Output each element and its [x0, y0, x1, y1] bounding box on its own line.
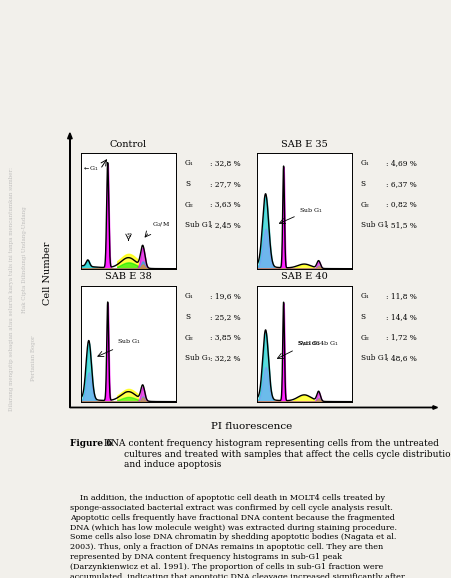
Text: : 19,6 %: : 19,6 %	[210, 292, 240, 300]
Text: S: S	[185, 180, 190, 188]
Text: PI fluorescence: PI fluorescence	[211, 422, 292, 431]
Text: : 32,2 %: : 32,2 %	[210, 354, 240, 362]
Text: : 48,6 %: : 48,6 %	[386, 354, 416, 362]
Text: SAB E 35: SAB E 35	[281, 139, 328, 149]
Text: : 4,69 %: : 4,69 %	[386, 159, 416, 167]
Text: G₁: G₁	[185, 159, 193, 167]
Text: G₂: G₂	[361, 201, 370, 209]
Text: : 27,7 %: : 27,7 %	[210, 180, 240, 188]
Text: Sub G1: Sub G1	[185, 221, 212, 229]
Text: SAB E 40: SAB E 40	[281, 272, 328, 281]
Text: Sub G1: Sub G1	[361, 354, 388, 362]
Text: Sub G₁: Sub G₁	[185, 354, 211, 362]
Text: Hak Cipta Dilindungi Undang-Undang: Hak Cipta Dilindungi Undang-Undang	[22, 207, 28, 313]
Text: : 11,8 %: : 11,8 %	[386, 292, 416, 300]
Text: : 25,2 %: : 25,2 %	[210, 313, 240, 321]
Text: $\leftarrow$G$_1$: $\leftarrow$G$_1$	[82, 164, 99, 173]
Text: : 14,4 %: : 14,4 %	[386, 313, 416, 321]
Text: Sub G1: Sub G1	[361, 221, 388, 229]
Text: S: S	[361, 313, 366, 321]
Text: Control: Control	[110, 139, 147, 149]
Text: : 0,82 %: : 0,82 %	[386, 201, 416, 209]
Text: S: S	[126, 232, 131, 238]
Text: : 3,63 %: : 3,63 %	[210, 201, 240, 209]
Text: : 32,8 %: : 32,8 %	[210, 159, 240, 167]
Text: G₂: G₂	[185, 334, 194, 342]
Text: Sub G$_1$: Sub G$_1$	[117, 337, 141, 346]
Text: S\u1d64b G$_1$: S\u1d64b G$_1$	[297, 339, 339, 349]
Text: G₁: G₁	[361, 159, 369, 167]
Text: Sub G$_1$: Sub G$_1$	[297, 339, 321, 349]
Text: Dilarang mengutip sebagian atau seluruh karya tulis ini tanpa mencantumkan sumbe: Dilarang mengutip sebagian atau seluruh …	[9, 167, 14, 411]
Text: : 6,37 %: : 6,37 %	[386, 180, 416, 188]
Text: G₂: G₂	[361, 334, 370, 342]
Text: S: S	[361, 180, 366, 188]
Text: S: S	[185, 313, 190, 321]
Text: Cell Number: Cell Number	[43, 242, 52, 305]
Text: G₂: G₂	[185, 201, 194, 209]
Text: In addition, the induction of apoptotic cell death in MOLT4 cells treated by
spo: In addition, the induction of apoptotic …	[70, 494, 405, 578]
Text: G$_2$/M: G$_2$/M	[152, 220, 170, 229]
Text: DNA content frequency histogram representing cells from the untreated
        cu: DNA content frequency histogram represen…	[101, 439, 451, 469]
Text: : 2,45 %: : 2,45 %	[210, 221, 240, 229]
Text: : 1,72 %: : 1,72 %	[386, 334, 416, 342]
Text: SAB E 38: SAB E 38	[105, 272, 152, 281]
Text: : 3,85 %: : 3,85 %	[210, 334, 240, 342]
Text: : 51,5 %: : 51,5 %	[386, 221, 416, 229]
Text: G₁: G₁	[361, 292, 369, 300]
Text: Sub G$_1$: Sub G$_1$	[299, 206, 322, 216]
Text: Figure 6: Figure 6	[70, 439, 112, 449]
Text: G₁: G₁	[185, 292, 193, 300]
Text: Pertanian Bogor: Pertanian Bogor	[31, 336, 37, 381]
